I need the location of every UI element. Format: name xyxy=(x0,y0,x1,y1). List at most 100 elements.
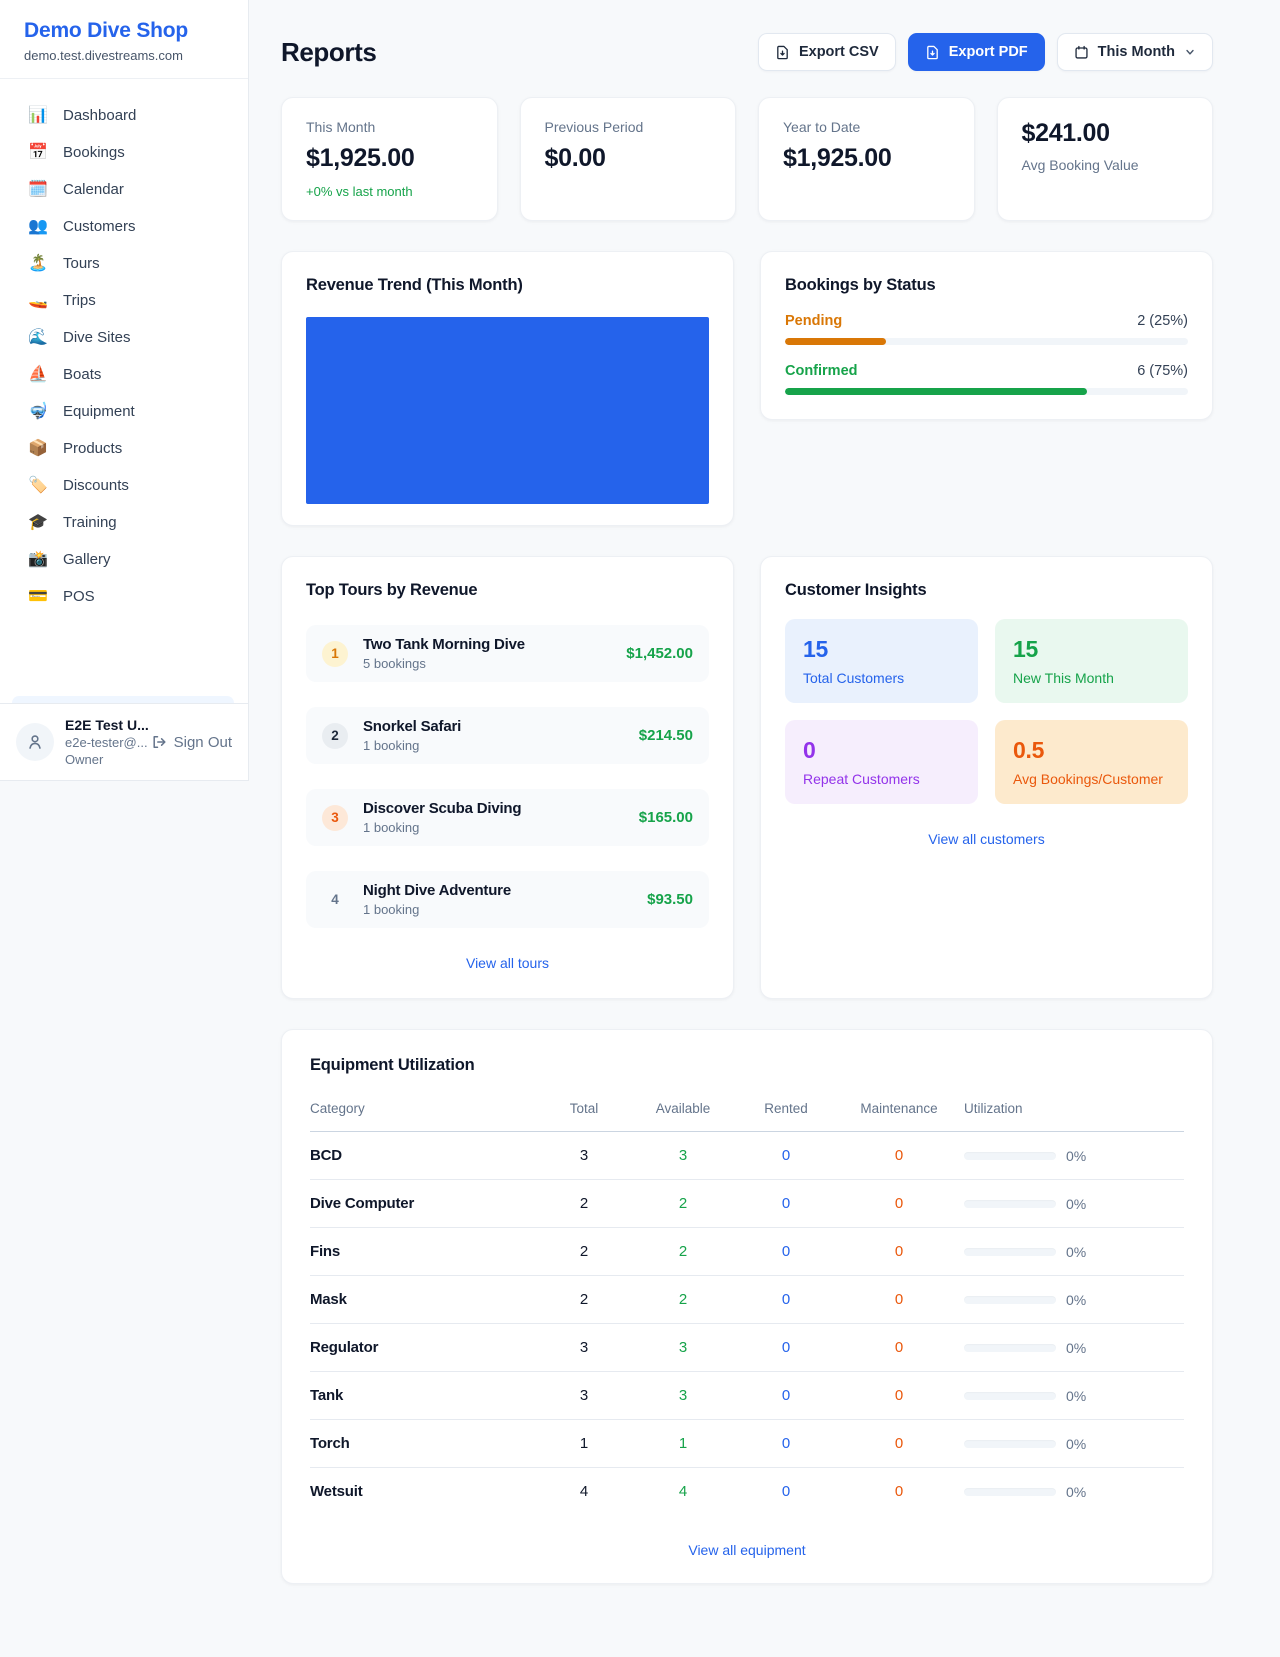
sign-out-button[interactable]: Sign Out xyxy=(151,734,232,751)
sidebar-item-training[interactable]: 🎓 Training xyxy=(12,504,236,541)
page-title: Reports xyxy=(281,36,377,67)
utilization-bar xyxy=(964,1199,1056,1208)
sidebar-item-boats[interactable]: ⛵ Boats xyxy=(12,356,236,393)
utilization-bar xyxy=(964,1487,1056,1496)
sidebar-item-customers[interactable]: 👥 Customers xyxy=(12,208,236,245)
export-csv-label: Export CSV xyxy=(798,44,879,60)
table-row: Tank 3 3 0 0 0% xyxy=(310,1371,1184,1420)
stat-delta: +0% vs last month xyxy=(306,184,413,199)
cell-utilization: 0% xyxy=(962,1275,1184,1324)
utilization-percent: 0% xyxy=(1066,1291,1087,1308)
view-all-equipment-link[interactable]: View all equipment xyxy=(682,1541,811,1559)
cell-maintenance: 0 xyxy=(894,1483,904,1500)
cell-maintenance: 0 xyxy=(836,1371,962,1420)
top-tours-card: Top Tours by Revenue 1 Two Tank Morning … xyxy=(281,556,734,999)
tour-bookings: 1 booking xyxy=(363,902,420,917)
sidebar-item-gallery[interactable]: 📸 Gallery xyxy=(12,541,236,578)
tour-row: 4 Night Dive Adventure 1 booking $93.50 xyxy=(306,871,709,928)
table-row: Mask 2 2 0 0 0% xyxy=(310,1275,1184,1324)
customer-insights-title: Customer Insights xyxy=(785,581,927,599)
view-all-tours-link[interactable]: View all tours xyxy=(460,954,555,972)
person-icon xyxy=(29,735,41,749)
sidebar-item-equipment[interactable]: 🤿 Equipment xyxy=(12,393,236,430)
sidebar-item-trips[interactable]: 🚤 Trips xyxy=(12,282,236,319)
tour-revenue: $165.00 xyxy=(638,809,693,826)
stat-card-avg-booking-value: $241.00 Avg Booking Value xyxy=(996,97,1213,221)
cell-category: Torch xyxy=(310,1419,538,1468)
export-csv-button[interactable]: Export CSV xyxy=(757,33,896,71)
cell-maintenance: 0 xyxy=(836,1227,962,1276)
status-label: Pending xyxy=(785,313,843,329)
sidebar-item-bookings[interactable]: 📅 Bookings xyxy=(12,134,236,171)
status-row-confirmed: Confirmed 6 (75%) xyxy=(785,363,1188,395)
utilization-bar xyxy=(964,1151,1056,1160)
insight-label: New This Month xyxy=(1013,670,1114,686)
sidebar-item-label: POS xyxy=(63,588,95,605)
stat-label: Previous Period xyxy=(544,119,644,135)
col-header-maintenance: Maintenance xyxy=(836,1091,962,1132)
cell-available: 3 xyxy=(630,1323,736,1372)
utilization-bar xyxy=(964,1295,1056,1304)
utilization-percent: 0% xyxy=(1066,1243,1087,1260)
tour-revenue: $93.50 xyxy=(647,891,693,908)
page-header: Reports Export CSV Export PDF xyxy=(281,33,1213,71)
tour-bookings: 1 booking xyxy=(363,820,420,835)
main-content: Reports Export CSV Export PDF xyxy=(249,0,1280,1657)
stat-value: $1,925.00 xyxy=(306,144,415,172)
utilization-bar xyxy=(964,1343,1056,1352)
sidebar-item-label: Discounts xyxy=(63,477,129,494)
cell-total: 4 xyxy=(579,1483,589,1500)
table-row: Torch 1 1 0 0 0% xyxy=(310,1419,1184,1468)
rank-badge: 4 xyxy=(331,892,339,907)
cell-available: 3 xyxy=(630,1371,736,1420)
brand-name[interactable]: Demo Dive Shop xyxy=(24,19,189,42)
table-row: Wetsuit 4 4 0 0 0% xyxy=(310,1468,1184,1516)
cell-maintenance: 0 xyxy=(836,1179,962,1228)
tour-revenue: $1,452.00 xyxy=(626,645,693,662)
sidebar-item-dashboard[interactable]: 📊 Dashboard xyxy=(12,97,236,134)
revenue-trend-chart xyxy=(306,317,709,504)
stat-card-year-to-date: Year to Date $1,925.00 xyxy=(758,97,975,221)
sidebar-item-pos[interactable]: 💳 POS xyxy=(12,578,236,615)
cell-rented: 0 xyxy=(736,1227,836,1276)
sidebar-item-tours[interactable]: 🏝️ Tours xyxy=(12,245,236,282)
cell-category: Regulator xyxy=(310,1323,538,1372)
utilization-percent: 0% xyxy=(1066,1195,1087,1212)
status-value: 2 (25%) xyxy=(1137,313,1188,329)
insight-value: 0.5 xyxy=(1013,737,1045,763)
status-label: Confirmed xyxy=(785,363,858,379)
period-dropdown[interactable]: This Month xyxy=(1056,33,1213,71)
sidebar-item-products[interactable]: 📦 Products xyxy=(12,430,236,467)
stat-label: Year to Date xyxy=(783,119,861,135)
diving-mask-icon: 🤿 xyxy=(28,402,48,420)
sidebar-item-discounts[interactable]: 🏷️ Discounts xyxy=(12,467,236,504)
cell-utilization: 0% xyxy=(962,1468,1184,1516)
cell-category: BCD xyxy=(310,1131,538,1180)
insight-tile-avg-bookings: 0.5 Avg Bookings/Customer xyxy=(995,720,1188,804)
tour-row: 2 Snorkel Safari 1 booking $214.50 xyxy=(306,707,709,764)
progress-track xyxy=(785,338,1188,345)
view-all-customers-link[interactable]: View all customers xyxy=(922,830,1050,848)
sidebar-item-dive-sites[interactable]: 🌊 Dive Sites xyxy=(12,319,236,356)
rank-badge: 2 xyxy=(322,722,348,749)
bookings-by-status-title: Bookings by Status xyxy=(785,276,936,294)
cell-total: 3 xyxy=(538,1371,630,1420)
equipment-table: Category Total Available Rented Maintena… xyxy=(310,1091,1184,1515)
sidebar-item-label: Customers xyxy=(63,218,136,235)
stat-label: This Month xyxy=(306,119,376,135)
cell-total: 2 xyxy=(538,1227,630,1276)
export-pdf-button[interactable]: Export PDF xyxy=(907,33,1045,71)
sidebar-item-label: Boats xyxy=(63,366,102,383)
brand-domain: demo.test.divestreams.com xyxy=(24,48,183,63)
cell-category: Mask xyxy=(310,1275,538,1324)
sidebar-item-calendar[interactable]: 🗓️ Calendar xyxy=(12,171,236,208)
sidebar-item-label: Calendar xyxy=(63,181,124,198)
progress-fill xyxy=(785,338,886,345)
avatar xyxy=(16,723,54,761)
progress-track xyxy=(785,388,1188,395)
tour-bookings: 5 bookings xyxy=(363,656,426,671)
chevron-down-icon xyxy=(1186,49,1194,55)
sidebar-item-partially-scrolled[interactable] xyxy=(12,696,234,703)
camera-icon: 📸 xyxy=(28,550,48,568)
